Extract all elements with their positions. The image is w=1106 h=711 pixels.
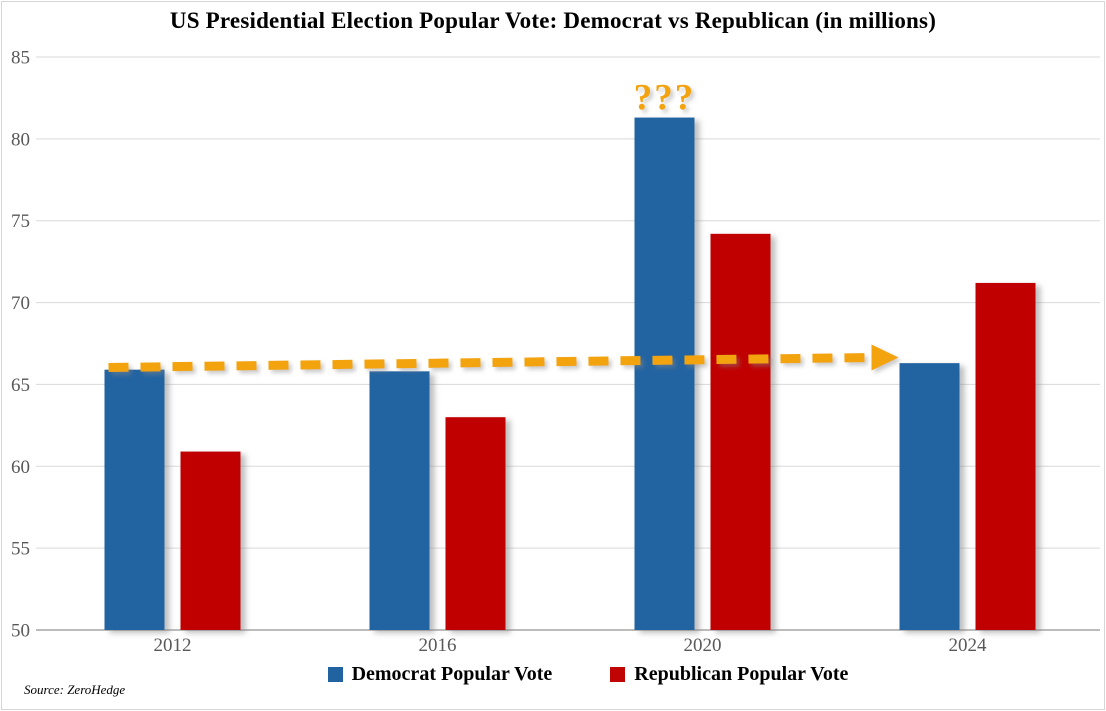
x-axis-tick-label: 2016: [419, 635, 457, 656]
legend-label-democrat: Democrat Popular Vote: [351, 663, 553, 685]
bar-republican-2016: [445, 417, 506, 630]
y-axis-tick-label: 80: [11, 129, 30, 150]
x-axis-tick-label: 2020: [684, 635, 722, 656]
chart-legend: Democrat Popular Vote Republican Popular …: [0, 663, 1106, 686]
trend-arrow: [108, 344, 899, 372]
bar-democrat-2012: [104, 369, 165, 630]
y-axis-tick-label: 75: [11, 211, 30, 232]
x-axis-tick-label: 2012: [154, 635, 192, 656]
trend-arrow-head: [871, 344, 899, 371]
y-axis-tick-label: 60: [11, 457, 30, 478]
y-axis-tick-label: 50: [11, 621, 30, 642]
bar-republican-2020: [710, 233, 771, 630]
y-axis-tick-label: 65: [11, 375, 30, 396]
y-axis-tick-label: 55: [11, 539, 30, 560]
legend-item-democrat: Democrat Popular Vote: [327, 663, 553, 686]
y-axis-tick-label: 85: [11, 48, 30, 69]
x-axis-tick-label: 2024: [949, 635, 988, 656]
bar-democrat-2020: [634, 117, 695, 631]
bar-republican-2012: [180, 451, 241, 630]
legend-label-republican: Republican Popular Vote: [634, 663, 849, 685]
bar-republican-2024: [975, 282, 1036, 630]
legend-swatch-democrat: [327, 667, 343, 682]
legend-swatch-republican: [610, 667, 626, 682]
question-marks-annotation: ???: [634, 78, 696, 119]
chart-title: US Presidential Election Popular Vote: D…: [169, 8, 937, 33]
y-axis-tick-label: 70: [11, 293, 30, 314]
bar-democrat-2024: [899, 363, 960, 630]
source-note: Source: ZeroHedge: [24, 682, 126, 697]
legend-item-republican: Republican Popular Vote: [610, 663, 848, 686]
bar-democrat-2016: [369, 371, 430, 630]
